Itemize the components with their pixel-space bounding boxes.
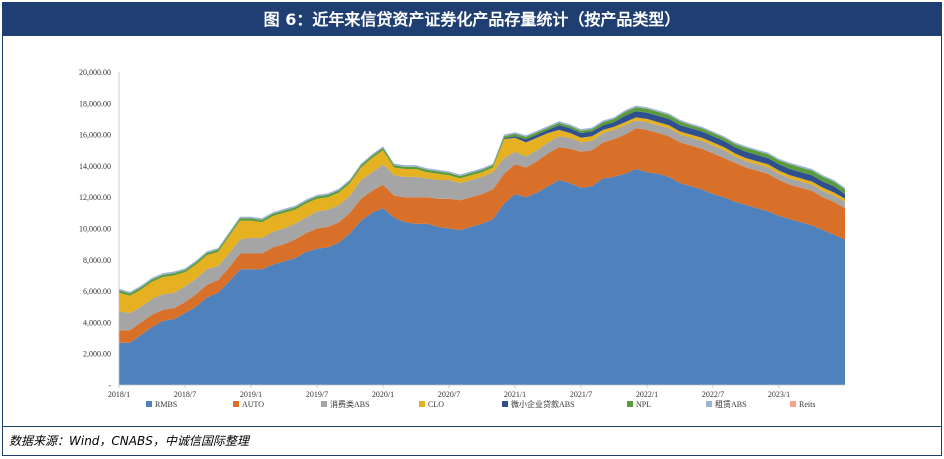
legend-swatch xyxy=(627,401,633,407)
legend-label: 消费类ABS xyxy=(330,399,370,409)
legend-label: 租赁ABS xyxy=(715,399,747,409)
x-tick-label: 2022/1 xyxy=(636,390,658,399)
x-tick-label: 2019/1 xyxy=(240,390,262,399)
x-tick-label: 2019/7 xyxy=(306,390,328,399)
x-tick-label: 2021/1 xyxy=(504,390,526,399)
legend-swatch xyxy=(146,401,152,407)
y-tick-label: 4,000.00 xyxy=(83,318,111,327)
legend-label: AUTO xyxy=(242,400,264,409)
y-tick-label: 10,000.00 xyxy=(79,225,111,234)
legend-swatch xyxy=(502,401,508,407)
y-tick-label: 8,000.00 xyxy=(83,256,111,265)
y-tick-label: 6,000.00 xyxy=(83,287,111,296)
x-tick-label: 2018/1 xyxy=(108,390,130,399)
x-tick-label: 2023/1 xyxy=(768,390,790,399)
legend-swatch xyxy=(321,401,327,407)
legend: RMBS AUTO 消费类ABS CLO 微小企业贷款ABS NPL 租赁ABS Reits xyxy=(146,399,815,409)
legend-label: 微小企业贷款ABS xyxy=(511,399,575,409)
legend-label: NPL xyxy=(636,400,651,409)
y-axis: - 2,000.00 4,000.00 6,000.00 8,000.00 10,000.… xyxy=(79,68,120,390)
area-series-group xyxy=(119,105,845,385)
area-rmbs xyxy=(119,169,845,385)
legend-label: CLO xyxy=(428,400,444,409)
stacked-area-chart: - 2,000.00 4,000.00 6,000.00 8,000.00 10,000.… xyxy=(79,68,845,409)
figure-title: 图 6：近年来信贷资产证券化产品存量统计（按产品类型） xyxy=(3,3,941,36)
x-tick-label: 2021/7 xyxy=(570,390,592,399)
legend-label: RMBS xyxy=(155,400,177,409)
y-tick-label: 18,000.00 xyxy=(79,99,111,108)
x-tick-label: 2022/7 xyxy=(702,390,724,399)
y-tick-label: 20,000.00 xyxy=(79,68,111,77)
y-tick-label: 2,000.00 xyxy=(83,350,111,359)
legend-swatch xyxy=(419,401,425,407)
legend-label: Reits xyxy=(799,400,815,409)
x-tick-label: 2020/1 xyxy=(372,390,394,399)
legend-swatch xyxy=(233,401,239,407)
legend-swatch xyxy=(706,401,712,407)
legend-swatch xyxy=(790,401,796,407)
y-tick-label: - xyxy=(108,381,111,390)
x-axis: 2018/1 2018/7 2019/1 2019/7 2020/1 2020/7 2021… xyxy=(108,384,845,399)
x-tick-label: 2020/7 xyxy=(438,390,460,399)
y-tick-label: 16,000.00 xyxy=(79,131,111,140)
y-tick-label: 12,000.00 xyxy=(79,193,111,202)
source-note: 数据来源：Wind，CNABS，中诚信国际整理 xyxy=(3,426,941,455)
y-tick-label: 14,000.00 xyxy=(79,162,111,171)
x-tick-label: 2018/7 xyxy=(174,390,196,399)
